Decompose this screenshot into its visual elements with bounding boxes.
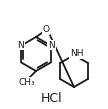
Text: N: N: [48, 41, 55, 49]
Text: O: O: [43, 26, 49, 35]
Text: NH: NH: [70, 49, 84, 59]
Text: N: N: [17, 41, 24, 49]
Text: CH₃: CH₃: [19, 78, 35, 87]
Text: HCl: HCl: [41, 91, 63, 105]
